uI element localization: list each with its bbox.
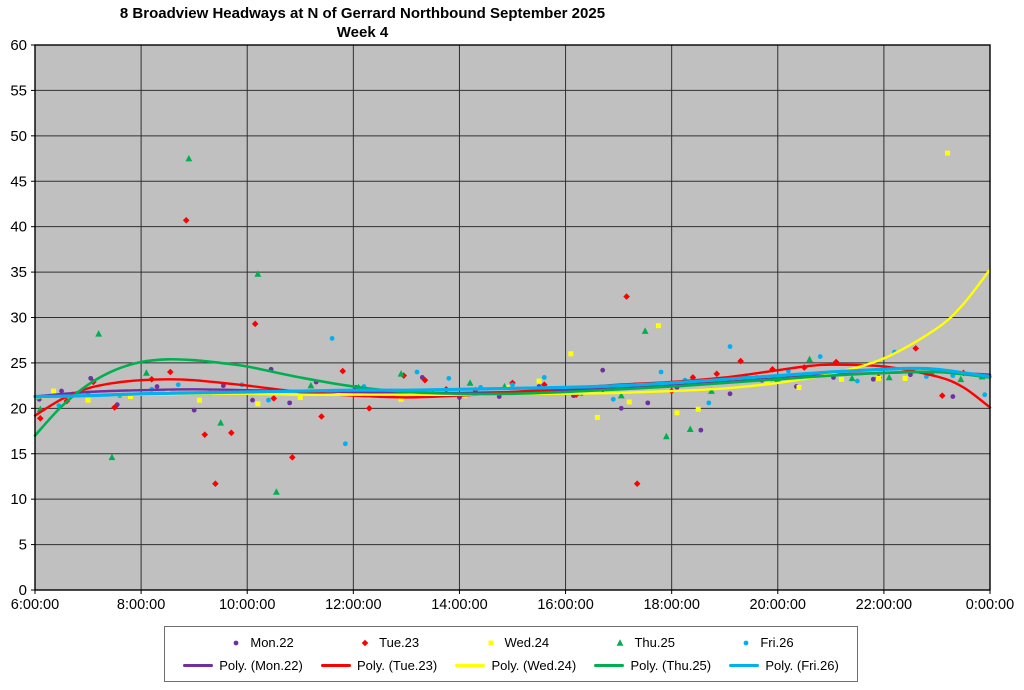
- legend-item-poly-fri: Poly. (Fri.26): [729, 658, 839, 673]
- trendline-Poly. (Fri.26): [33, 366, 992, 399]
- legend-item-mon: Mon.22: [228, 635, 294, 650]
- x-axis-tick-label: 16:00:00: [537, 597, 593, 613]
- x-axis-tick-label: 10:00:00: [219, 597, 275, 613]
- x-axis-tick-label: 22:00:00: [856, 597, 912, 613]
- wed-marker-icon: [483, 637, 499, 649]
- y-axis-tick-label: 10: [10, 491, 27, 508]
- legend-item-tue: Tue.23: [357, 635, 419, 650]
- legend-label-mon: Mon.22: [250, 635, 294, 650]
- x-axis-tick-label: 18:00:00: [643, 597, 699, 613]
- chart-plot-area: 0 5 10 15 20 25 30 35 40 45 50 55 60 6:00:00 8:00:00 10…: [10, 37, 1014, 613]
- legend-item-poly-wed: Poly. (Wed.24): [455, 658, 576, 673]
- legend-item-poly-thu: Poly. (Thu.25): [594, 658, 711, 673]
- legend-row-trendlines: Poly. (Mon.22) Poly. (Tue.23) Poly. (Wed…: [165, 658, 857, 673]
- axis-ticks: [31, 44, 991, 594]
- y-axis-tick-label: 20: [10, 400, 27, 417]
- legend-label-poly-mon: Poly. (Mon.22): [219, 658, 303, 673]
- mon-marker-icon: [228, 637, 244, 649]
- legend-label-poly-fri: Poly. (Fri.26): [765, 658, 839, 673]
- x-axis-tick-label: 20:00:00: [750, 597, 806, 613]
- y-axis-tick-label: 35: [10, 264, 27, 281]
- legend-label-poly-thu: Poly. (Thu.25): [630, 658, 712, 673]
- chart-legend: Mon.22 Tue.23 Wed.24 Thu.25 Fri.26 Poly.…: [164, 626, 858, 682]
- poly-fri-line-icon: [729, 663, 760, 668]
- poly-thu-line-icon: [594, 664, 625, 667]
- legend-label-poly-tue: Poly. (Tue.23): [357, 658, 438, 673]
- fri-marker-icon: [738, 637, 754, 649]
- trendline-Poly. (Thu.25): [33, 357, 992, 437]
- poly-mon-line-icon: [183, 664, 214, 667]
- chart-title: 8 Broadview Headways at N of Gerrard Nor…: [35, 4, 690, 42]
- x-axis-tick-label: 0:00:00: [966, 597, 1014, 613]
- legend-label-fri: Fri.26: [760, 635, 794, 650]
- poly-tue-line-icon: [321, 664, 352, 667]
- y-axis-tick-label: 60: [10, 37, 27, 54]
- thu-marker-icon: [612, 637, 628, 649]
- legend-item-wed: Wed.24: [483, 635, 550, 650]
- legend-row-markers: Mon.22 Tue.23 Wed.24 Thu.25 Fri.26: [165, 635, 857, 650]
- x-axis-tick-label: 14:00:00: [431, 597, 487, 613]
- y-axis-tick-label: 5: [19, 537, 27, 554]
- legend-label-poly-wed: Poly. (Wed.24): [491, 658, 577, 673]
- legend-label-tue: Tue.23: [379, 635, 420, 650]
- chart-title-line1: 8 Broadview Headways at N of Gerrard Nor…: [119, 5, 606, 22]
- legend-item-poly-mon: Poly. (Mon.22): [183, 658, 303, 673]
- poly-wed-line-icon: [455, 664, 486, 667]
- y-axis-tick-label: 40: [10, 219, 27, 236]
- x-axis-tick-label: 12:00:00: [325, 597, 381, 613]
- y-axis-tick-label: 25: [10, 355, 27, 372]
- tue-marker-icon: [357, 637, 373, 649]
- legend-label-thu: Thu.25: [634, 635, 675, 650]
- y-axis-tick-label: 30: [10, 310, 27, 327]
- gridlines: [35, 45, 990, 590]
- y-axis-tick-label: 55: [10, 82, 27, 99]
- y-axis-tick-label: 45: [10, 173, 27, 190]
- y-axis-tick-label: 0: [19, 582, 27, 599]
- x-axis-tick-label: 8:00:00: [117, 597, 165, 613]
- legend-item-poly-tue: Poly. (Tue.23): [321, 658, 437, 673]
- legend-label-wed: Wed.24: [504, 635, 550, 650]
- y-axis-tick-label: 15: [10, 446, 27, 463]
- legend-item-thu: Thu.25: [612, 635, 675, 650]
- x-axis-tick-label: 6:00:00: [11, 597, 59, 613]
- chart-title-line2: Week 4: [336, 24, 389, 41]
- y-axis-tick-label: 50: [10, 128, 27, 145]
- legend-item-fri: Fri.26: [738, 635, 794, 650]
